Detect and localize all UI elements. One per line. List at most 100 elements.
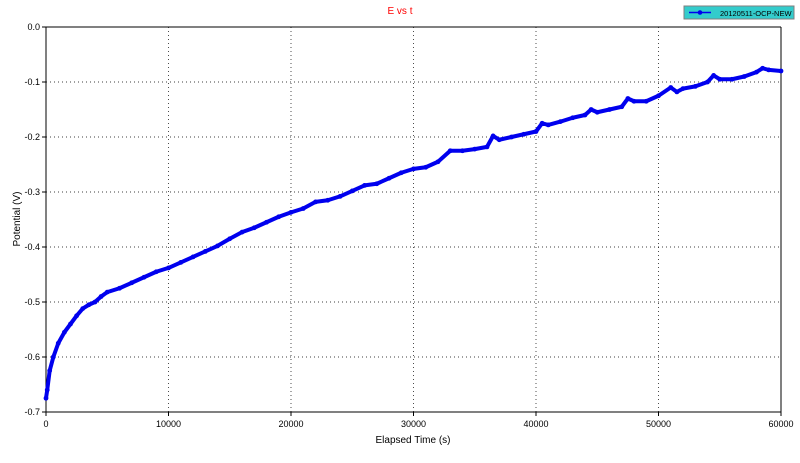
data-point <box>435 159 441 165</box>
data-point <box>643 98 649 104</box>
data-point <box>68 321 73 327</box>
y-axis-label: Potential (V) <box>12 191 23 246</box>
data-point <box>288 209 294 215</box>
data-point <box>398 170 404 176</box>
data-point <box>86 302 92 308</box>
data-point <box>362 183 367 188</box>
x-tick-label: 30000 <box>401 419 426 429</box>
data-point <box>300 206 306 211</box>
data-point <box>539 120 545 126</box>
data-point <box>680 86 686 91</box>
x-axis-label: Elapsed Time (s) <box>375 435 450 446</box>
data-point <box>178 260 184 265</box>
y-tick-label: -0.2 <box>24 132 40 142</box>
data-point <box>50 354 56 360</box>
data-point <box>668 85 674 90</box>
data-point <box>239 229 245 235</box>
data-point <box>656 93 661 99</box>
data-point <box>705 79 710 85</box>
data-point <box>460 148 465 154</box>
data-point <box>325 197 331 203</box>
data-point <box>264 219 269 225</box>
legend-box <box>683 5 795 20</box>
data-point <box>570 115 576 121</box>
x-tick-label: 20000 <box>278 419 303 429</box>
data-point <box>44 387 50 393</box>
data-point <box>202 249 208 254</box>
data-point <box>411 166 416 172</box>
data-point <box>349 188 355 194</box>
data-point <box>741 74 747 79</box>
data-point <box>386 175 392 181</box>
data-point <box>692 84 698 89</box>
data-point <box>778 68 784 74</box>
y-tick-label: -0.4 <box>24 242 40 252</box>
y-tick-label: -0.6 <box>24 352 40 362</box>
legend-label: 20120511-OCP-NEW <box>720 9 792 18</box>
x-tick-label: 60000 <box>768 419 793 429</box>
data-point <box>674 89 680 95</box>
data-point <box>711 73 717 78</box>
x-tick-label: 50000 <box>646 419 671 429</box>
data-point <box>215 243 220 249</box>
data-point <box>717 76 723 82</box>
data-point <box>276 214 282 220</box>
data-point <box>588 107 594 112</box>
data-point <box>374 181 380 187</box>
data-point <box>496 137 502 143</box>
data-point <box>313 199 318 205</box>
y-tick-label: -0.1 <box>24 77 40 87</box>
data-point <box>190 254 196 260</box>
data-point <box>509 134 514 140</box>
grid-layer <box>46 27 781 412</box>
x-tick-label: 40000 <box>523 419 548 429</box>
data-point <box>766 67 772 73</box>
data-point <box>92 299 98 305</box>
data-point <box>251 225 257 231</box>
data-point <box>61 329 67 335</box>
data-point <box>631 98 637 104</box>
data-point <box>43 395 49 401</box>
data-point <box>472 146 478 152</box>
data-point <box>104 289 110 295</box>
data-point <box>582 112 588 118</box>
data-point <box>141 274 147 280</box>
legend-marker-icon <box>697 10 703 15</box>
y-tick-label: -0.7 <box>24 407 40 417</box>
data-point <box>117 285 122 291</box>
data-point <box>754 69 759 75</box>
data-point <box>490 133 496 139</box>
data-point <box>607 107 612 112</box>
data-point <box>166 265 171 271</box>
data-point <box>227 236 233 242</box>
data-point <box>625 96 631 101</box>
x-tick-label: 10000 <box>156 419 181 429</box>
data-point <box>484 144 490 150</box>
data-point <box>423 164 429 170</box>
x-tick-label: 0 <box>43 419 48 429</box>
data-point <box>760 65 766 71</box>
data-point <box>55 340 61 346</box>
chart-title: E vs t <box>387 6 412 17</box>
data-point <box>558 119 563 124</box>
data-point <box>447 148 453 154</box>
data-point <box>74 313 80 319</box>
data-point <box>594 109 600 115</box>
y-tick-label: -0.5 <box>24 297 40 307</box>
y-tick-label: -0.3 <box>24 187 40 197</box>
data-point <box>619 104 625 110</box>
data-point <box>729 76 735 82</box>
data-point <box>545 122 551 128</box>
data-point <box>521 131 527 137</box>
data-point <box>337 194 343 199</box>
data-point <box>129 280 135 286</box>
data-point <box>47 368 53 374</box>
data-point <box>533 129 539 134</box>
legend: 20120511-OCP-NEW <box>683 5 795 20</box>
data-point <box>98 294 104 299</box>
ticks-layer: 0 10000 20000 30000 40000 50000 60000 0.0 -0.1 -0… <box>24 22 793 429</box>
y-tick-label: 0.0 <box>27 22 40 32</box>
series-layer <box>43 65 784 401</box>
